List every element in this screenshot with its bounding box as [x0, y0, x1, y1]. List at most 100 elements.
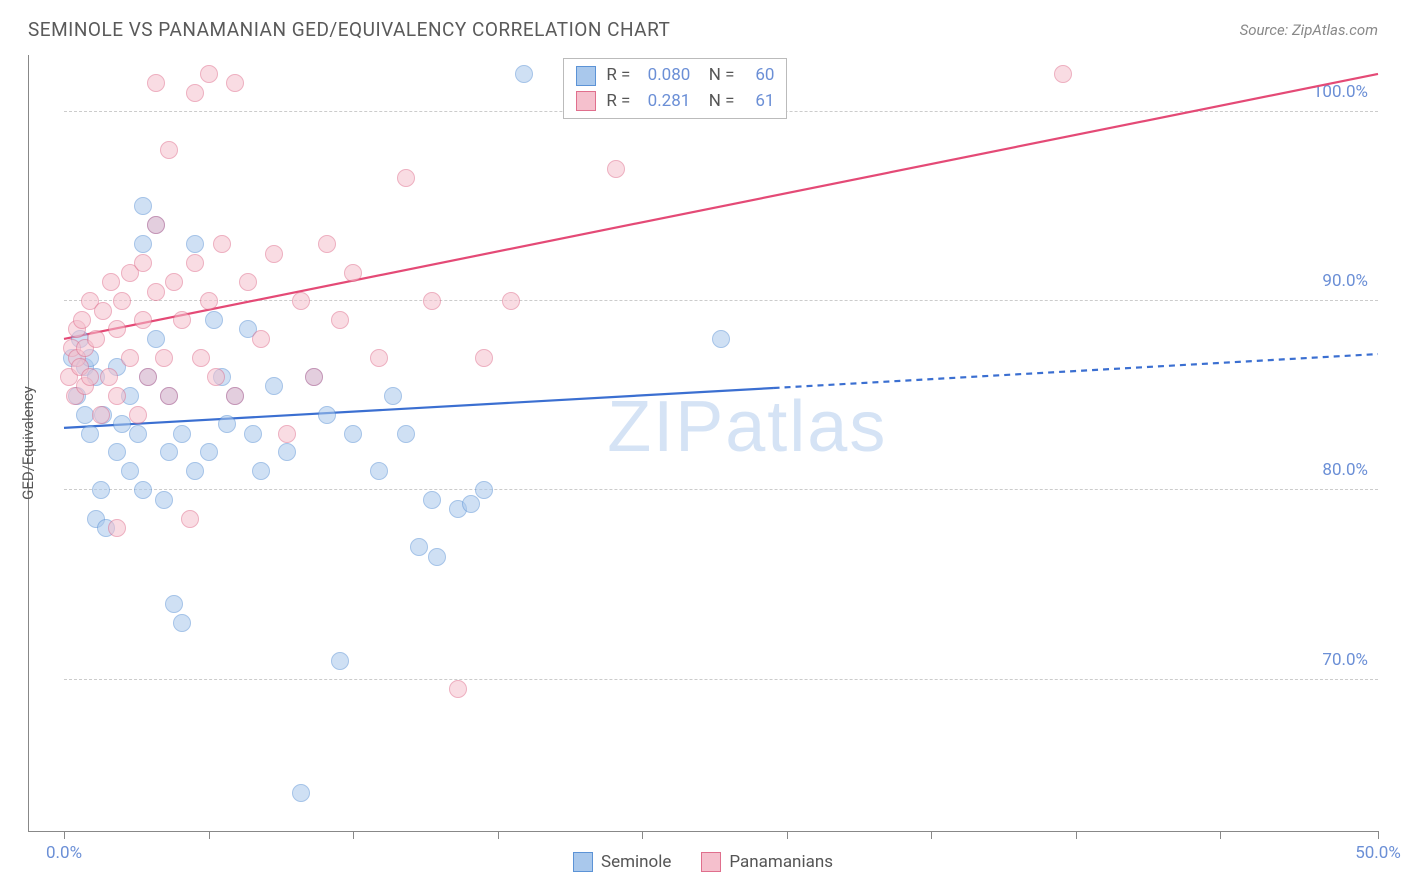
data-point: [515, 65, 533, 83]
data-point: [147, 283, 165, 301]
data-point: [81, 368, 99, 386]
data-point: [318, 406, 336, 424]
xtick: [498, 831, 499, 839]
data-point: [278, 425, 296, 443]
data-point: [192, 349, 210, 367]
legend-swatch: [701, 852, 721, 872]
data-point: [449, 680, 467, 698]
trend-lines: [64, 55, 1378, 831]
data-point: [102, 273, 120, 291]
data-point: [226, 74, 244, 92]
data-point: [173, 311, 191, 329]
data-point: [134, 311, 152, 329]
stats-row: R =0.080 N =60: [576, 63, 774, 89]
data-point: [108, 519, 126, 537]
data-point: [165, 595, 183, 613]
data-point: [121, 349, 139, 367]
data-point: [205, 311, 223, 329]
data-point: [134, 481, 152, 499]
data-point: [92, 481, 110, 499]
xtick: [931, 831, 932, 839]
xtick: [642, 831, 643, 839]
data-point: [292, 784, 310, 802]
data-point: [397, 425, 415, 443]
plot-region: ZIPatlas 70.0%80.0%90.0%100.0%0.0%50.0%R…: [64, 55, 1378, 831]
legend-swatch: [576, 66, 596, 86]
data-point: [344, 264, 362, 282]
data-point: [165, 273, 183, 291]
data-point: [108, 443, 126, 461]
data-point: [252, 462, 270, 480]
legend: Seminole Panamanians: [0, 852, 1406, 872]
data-point: [200, 292, 218, 310]
data-point: [147, 216, 165, 234]
legend-label: Seminole: [601, 852, 671, 872]
data-point: [607, 160, 625, 178]
legend-swatch: [576, 91, 596, 111]
data-point: [292, 292, 310, 310]
data-point: [397, 169, 415, 187]
stats-box: R =0.080 N =60R =0.281 N =61: [563, 58, 787, 119]
data-point: [129, 406, 147, 424]
data-point: [139, 368, 157, 386]
stat-r-label: R =: [606, 63, 630, 89]
data-point: [129, 425, 147, 443]
data-point: [265, 377, 283, 395]
xtick: [1220, 831, 1221, 839]
data-point: [423, 292, 441, 310]
data-point: [331, 652, 349, 670]
data-point: [73, 311, 91, 329]
stat-r-value: 0.080: [640, 63, 690, 89]
data-point: [113, 292, 131, 310]
data-point: [173, 425, 191, 443]
data-point: [134, 254, 152, 272]
data-point: [265, 245, 283, 263]
data-point: [1054, 65, 1072, 83]
xtick: [209, 831, 210, 839]
data-point: [305, 368, 323, 386]
legend-item: Panamanians: [701, 852, 833, 872]
data-point: [370, 462, 388, 480]
data-point: [155, 349, 173, 367]
data-point: [226, 387, 244, 405]
xtick: [1378, 831, 1379, 839]
chart-area: GED/Equivalency ZIPatlas 70.0%80.0%90.0%…: [28, 55, 1378, 832]
data-point: [160, 443, 178, 461]
data-point: [218, 415, 236, 433]
data-point: [475, 481, 493, 499]
xtick: [1076, 831, 1077, 839]
data-point: [186, 254, 204, 272]
data-point: [186, 235, 204, 253]
legend-label: Panamanians: [729, 852, 833, 872]
data-point: [252, 330, 270, 348]
data-point: [92, 406, 110, 424]
data-point: [462, 495, 480, 513]
data-point: [213, 235, 231, 253]
data-point: [160, 141, 178, 159]
data-point: [712, 330, 730, 348]
data-point: [147, 74, 165, 92]
data-point: [155, 491, 173, 509]
chart-title: SEMINOLE VS PANAMANIAN GED/EQUIVALENCY C…: [28, 18, 670, 41]
stat-r-label: R =: [606, 89, 630, 115]
xtick: [787, 831, 788, 839]
data-point: [121, 462, 139, 480]
data-point: [200, 443, 218, 461]
data-point: [94, 302, 112, 320]
data-point: [87, 330, 105, 348]
data-point: [160, 387, 178, 405]
y-axis-label: GED/Equivalency: [19, 386, 37, 500]
xtick: [64, 831, 65, 839]
data-point: [200, 65, 218, 83]
data-point: [475, 349, 493, 367]
stat-n-label: N =: [700, 63, 734, 89]
legend-item: Seminole: [573, 852, 671, 872]
data-point: [100, 368, 118, 386]
data-point: [81, 425, 99, 443]
legend-swatch: [573, 852, 593, 872]
data-point: [502, 292, 520, 310]
data-point: [186, 84, 204, 102]
stat-r-value: 0.281: [640, 89, 690, 115]
data-point: [244, 425, 262, 443]
data-point: [370, 349, 388, 367]
